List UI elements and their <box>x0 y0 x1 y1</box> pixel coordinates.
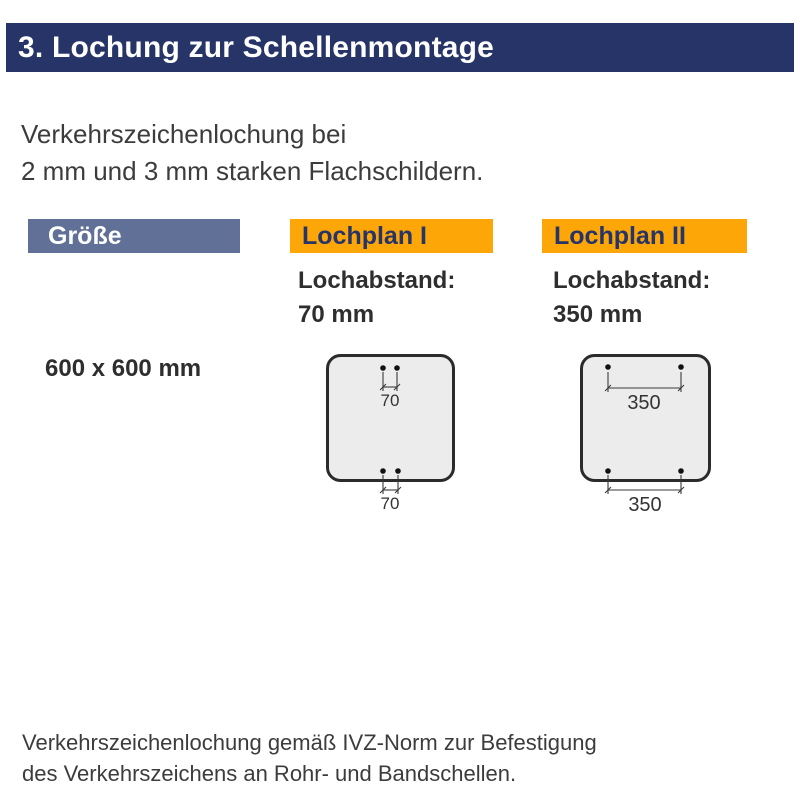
subheader-lochabstand-plan1: Lochabstand: 70 mm <box>298 264 455 332</box>
column-header-lochplan1: Lochplan I <box>290 219 493 253</box>
hole-dot <box>380 365 386 371</box>
subheader-lochabstand-plan2: Lochabstand: 350 mm <box>553 264 710 332</box>
column-header-lochplan1-label: Lochplan I <box>302 221 427 250</box>
subheader-plan1-line1: Lochabstand: <box>298 267 456 294</box>
column-header-lochplan2: Lochplan II <box>542 219 747 253</box>
dimension-bottom <box>604 475 685 494</box>
subheader-plan1-line2: 70 mm <box>298 301 375 328</box>
dimension-bottom-label: 350 <box>628 494 661 516</box>
intro-line-1: Verkehrszeichenlochung bei <box>21 119 347 149</box>
sign-plate <box>580 354 711 482</box>
hole-dot <box>678 364 684 370</box>
dimension-bottom <box>379 475 402 494</box>
footer-line-1: Verkehrszeichenlochung gemäß IVZ-Norm zu… <box>22 730 597 755</box>
dimension-top-label: 350 <box>627 392 660 414</box>
sign-diagram-lochplan1: 70 70 <box>326 354 455 513</box>
hole-dot <box>605 468 611 474</box>
footer-line-2: des Verkehrszeichens an Rohr- und Bandsc… <box>22 761 517 786</box>
sign-plate <box>326 354 455 482</box>
footer-note: Verkehrszeichenlochung gemäß IVZ-Norm zu… <box>22 727 597 789</box>
hole-dot <box>380 468 386 474</box>
hole-dot <box>678 468 684 474</box>
column-header-lochplan2-label: Lochplan II <box>554 221 686 250</box>
dimension-bottom-label: 70 <box>381 494 400 513</box>
page-title: 3. Lochung zur Schellenmontage <box>18 30 495 64</box>
header-bar: 3. Lochung zur Schellenmontage <box>6 23 794 72</box>
column-header-size-label: Größe <box>48 221 122 250</box>
dimension-top-label: 70 <box>381 391 400 410</box>
hole-dot <box>605 364 611 370</box>
hole-dot <box>394 365 400 371</box>
subheader-plan2-line2: 350 mm <box>553 301 643 328</box>
intro-line-2: 2 mm und 3 mm starken Flachschildern. <box>21 156 484 186</box>
size-row-label: 600 x 600 mm <box>45 355 202 382</box>
dimension-top <box>604 372 685 392</box>
hole-dot <box>395 468 401 474</box>
subheader-plan2-line1: Lochabstand: <box>553 267 711 294</box>
dimension-top <box>379 372 401 391</box>
column-header-size: Größe <box>28 219 240 253</box>
sign-diagram-lochplan2: 350 350 <box>580 354 711 516</box>
intro-text: Verkehrszeichenlochung bei 2 mm und 3 mm… <box>21 116 483 190</box>
